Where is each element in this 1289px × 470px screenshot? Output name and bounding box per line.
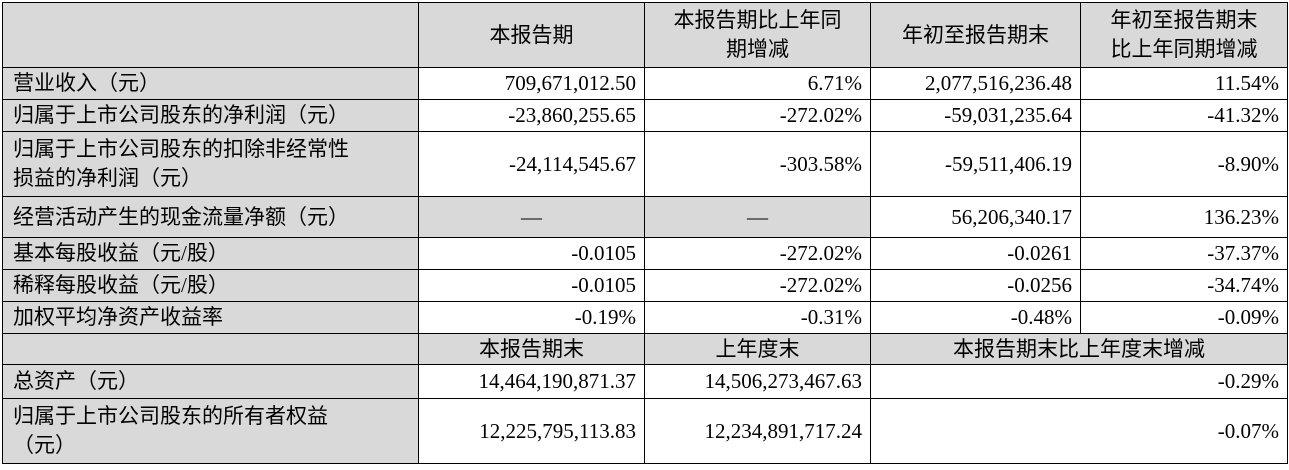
- cell-value-empty: —: [418, 196, 645, 238]
- cell-value: 136.23%: [1080, 196, 1288, 238]
- table-row: 稀释每股收益（元/股） -0.0105 -272.02% -0.0256 -34…: [2, 269, 1288, 302]
- cell-value: -272.02%: [644, 237, 871, 270]
- header-ytd: 年初至报告期末: [870, 2, 1081, 68]
- cell-value: -0.19%: [418, 301, 645, 334]
- row-label: 稀释每股收益（元/股）: [2, 269, 419, 302]
- cell-value: 12,234,891,717.24: [644, 398, 871, 464]
- table-header-row: 本报告期 本报告期比上年同 期增减 年初至报告期末 年初至报告期末 比上年同期增减: [2, 2, 1288, 68]
- cell-value: 14,506,273,467.63: [644, 364, 871, 399]
- subheader-change: 本报告期末比上年度末增减: [870, 333, 1288, 365]
- table-row: 加权平均净资产收益率 -0.19% -0.31% -0.48% -0.09%: [2, 301, 1288, 334]
- subheader-period-end: 本报告期末: [418, 333, 645, 365]
- cell-value: -34.74%: [1080, 269, 1288, 302]
- table-row: 归属于上市公司股东的所有者权益 （元） 12,225,795,113.83 12,…: [2, 398, 1288, 464]
- cell-value: 2,077,516,236.48: [870, 67, 1081, 100]
- cell-value: 6.71%: [644, 67, 871, 100]
- table-row: 归属于上市公司股东的净利润（元） -23,860,255.65 -272.02%…: [2, 99, 1288, 132]
- cell-value: -0.07%: [870, 398, 1288, 464]
- table-row: 经营活动产生的现金流量净额（元） — — 56,206,340.17 136.2…: [2, 196, 1288, 238]
- cell-value: -8.90%: [1080, 131, 1288, 197]
- cell-value: 56,206,340.17: [870, 196, 1081, 238]
- cell-value: 14,464,190,871.37: [418, 364, 645, 399]
- cell-value: -59,031,235.64: [870, 99, 1081, 132]
- row-label: 基本每股收益（元/股）: [2, 237, 419, 270]
- table-subheader-row: 本报告期末 上年度末 本报告期末比上年度末增减: [2, 333, 1288, 365]
- table-row: 总资产（元） 14,464,190,871.37 14,506,273,467.…: [2, 364, 1288, 399]
- cell-value: -0.0105: [418, 237, 645, 270]
- row-label: 归属于上市公司股东的净利润（元）: [2, 99, 419, 132]
- cell-value: -272.02%: [644, 99, 871, 132]
- table-row: 归属于上市公司股东的扣除非经常性 损益的净利润（元） -24,114,545.67…: [2, 131, 1288, 197]
- header-current-period-yoy: 本报告期比上年同 期增减: [644, 2, 871, 68]
- cell-value: -0.0105: [418, 269, 645, 302]
- table-row: 基本每股收益（元/股） -0.0105 -272.02% -0.0261 -37…: [2, 237, 1288, 270]
- row-label: 加权平均净资产收益率: [2, 301, 419, 334]
- cell-value: -0.09%: [1080, 301, 1288, 334]
- row-label: 归属于上市公司股东的所有者权益 （元）: [2, 398, 419, 464]
- cell-value: -0.31%: [644, 301, 871, 334]
- cell-value: -272.02%: [644, 269, 871, 302]
- row-label: 经营活动产生的现金流量净额（元）: [2, 196, 419, 238]
- cell-value: 709,671,012.50: [418, 67, 645, 100]
- row-label: 营业收入（元）: [2, 67, 419, 100]
- cell-value: -0.0256: [870, 269, 1081, 302]
- row-label: 总资产（元）: [2, 364, 419, 399]
- cell-value: 12,225,795,113.83: [418, 398, 645, 464]
- cell-value: -23,860,255.65: [418, 99, 645, 132]
- cell-value: -37.37%: [1080, 237, 1288, 270]
- subheader-prior-year-end: 上年度末: [644, 333, 871, 365]
- cell-value: -0.0261: [870, 237, 1081, 270]
- row-label: 归属于上市公司股东的扣除非经常性 损益的净利润（元）: [2, 131, 419, 197]
- header-corner-cell: [2, 2, 419, 68]
- cell-value: -0.48%: [870, 301, 1081, 334]
- header-ytd-yoy: 年初至报告期末 比上年同期增减: [1080, 2, 1288, 68]
- cell-value: -0.29%: [870, 364, 1288, 399]
- table-row: 营业收入（元） 709,671,012.50 6.71% 2,077,516,2…: [2, 67, 1288, 100]
- cell-value: -59,511,406.19: [870, 131, 1081, 197]
- header-current-period: 本报告期: [418, 2, 645, 68]
- subheader-corner-cell: [2, 333, 419, 365]
- cell-value: -303.58%: [644, 131, 871, 197]
- cell-value: 11.54%: [1080, 67, 1288, 100]
- cell-value: -24,114,545.67: [418, 131, 645, 197]
- cell-value: -41.32%: [1080, 99, 1288, 132]
- cell-value-empty: —: [644, 196, 871, 238]
